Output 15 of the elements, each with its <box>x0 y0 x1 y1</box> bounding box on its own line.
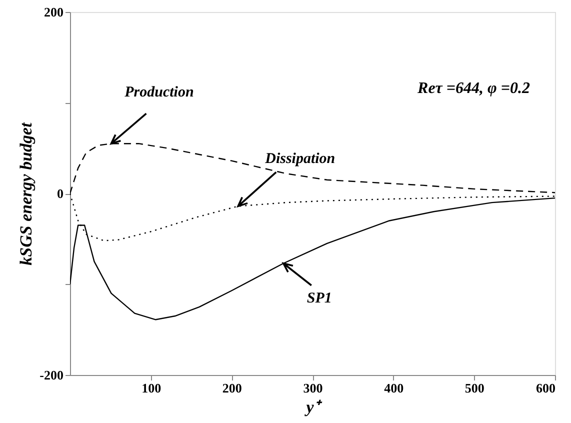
legend-label: SP1 <box>306 290 332 306</box>
text: Dissipation <box>264 151 336 168</box>
x-tick-label: 200 <box>222 380 242 396</box>
x-tick-label: 600 <box>536 380 556 396</box>
x-tick-label: 400 <box>384 380 404 396</box>
x-tick-label: 100 <box>142 380 162 396</box>
y-tick-label: -200 <box>40 368 64 382</box>
y-axis-title: kSGS energy budget <box>16 121 36 266</box>
x-tick-label: 300 <box>303 380 323 396</box>
x-axis-title: y⁺ <box>304 398 323 416</box>
text: Production <box>124 84 194 101</box>
y-tick-label: 0 <box>57 186 64 201</box>
y-tick-label: 200 <box>44 4 64 20</box>
x-tick-label: 500 <box>464 380 484 396</box>
annotation: Reτ =644, φ =0.2 <box>416 80 530 97</box>
